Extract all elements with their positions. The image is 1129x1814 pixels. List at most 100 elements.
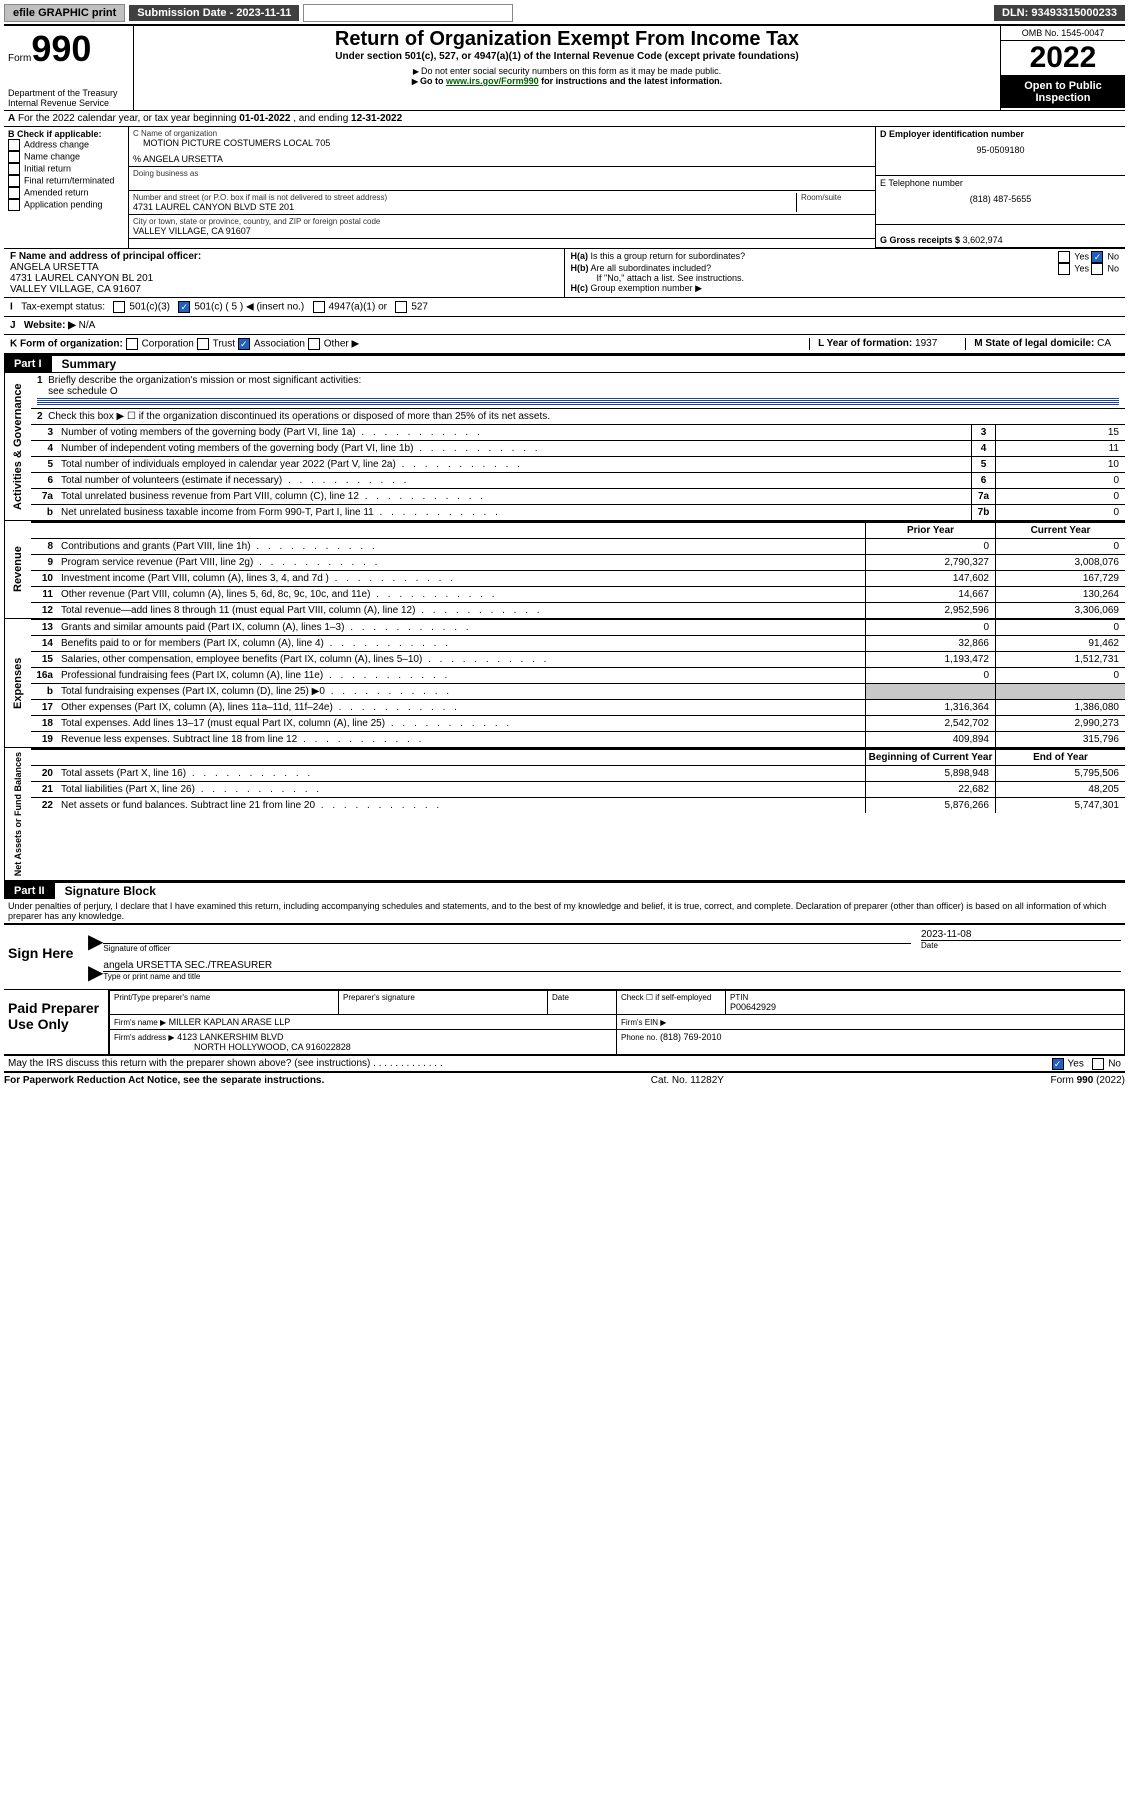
chk-trust[interactable] — [197, 338, 209, 350]
summary-line: 14Benefits paid to or for members (Part … — [31, 635, 1125, 651]
chk-501c3[interactable] — [113, 301, 125, 313]
summary-line: 17Other expenses (Part IX, column (A), l… — [31, 699, 1125, 715]
chk-discuss-yes[interactable] — [1052, 1058, 1064, 1070]
chk-other[interactable] — [308, 338, 320, 350]
summary-line: 12Total revenue—add lines 8 through 11 (… — [31, 602, 1125, 618]
phone: (818) 487-5655 — [880, 194, 1121, 204]
sign-here-block: Sign Here ▶ Signature of officer 2023-11… — [4, 923, 1125, 990]
section-governance: Activities & Governance 1 Briefly descri… — [4, 372, 1125, 520]
sig-arrow-icon: ▶ — [88, 929, 103, 954]
efile-button[interactable]: efile GRAPHIC print — [4, 4, 125, 22]
vlabel-governance: Activities & Governance — [4, 373, 31, 520]
discuss-row: May the IRS discuss this return with the… — [4, 1056, 1125, 1071]
officer-addr2: VALLEY VILLAGE, CA 91607 — [10, 284, 141, 295]
summary-line: 16aProfessional fundraising fees (Part I… — [31, 667, 1125, 683]
summary-line: 19Revenue less expenses. Subtract line 1… — [31, 731, 1125, 747]
chk-initial-return[interactable] — [8, 163, 20, 175]
vlabel-revenue: Revenue — [4, 521, 31, 618]
chk-discuss-no[interactable] — [1092, 1058, 1104, 1070]
row-f-h: F Name and address of principal officer:… — [4, 248, 1125, 297]
row-i: I Tax-exempt status: 501(c)(3) 501(c) ( … — [4, 297, 1125, 316]
officer-name-title: angela URSETTA SEC./TREASURER — [103, 960, 1121, 971]
open-public-badge: Open to Public Inspection — [1001, 76, 1125, 108]
officer-addr1: 4731 LAUREL CANYON BL 201 — [10, 273, 153, 284]
summary-line: bTotal fundraising expenses (Part IX, co… — [31, 683, 1125, 699]
ptin: P00642929 — [730, 1002, 776, 1012]
chk-corp[interactable] — [126, 338, 138, 350]
paid-preparer-block: Paid Preparer Use Only Print/Type prepar… — [4, 990, 1125, 1056]
row-k-l-m: K Form of organization: Corporation Trus… — [4, 334, 1125, 355]
chk-ha-no[interactable] — [1091, 251, 1103, 263]
year-formation: 1937 — [915, 338, 937, 349]
form-title: Return of Organization Exempt From Incom… — [140, 28, 994, 51]
care-of: % ANGELA URSETTA — [133, 154, 871, 164]
summary-line: 8Contributions and grants (Part VIII, li… — [31, 538, 1125, 554]
form-header: Form990 Department of the Treasury Inter… — [4, 24, 1125, 110]
tax-year: 2022 — [1001, 41, 1125, 76]
row-j: J Website: ▶ N/A — [4, 316, 1125, 334]
irs-link[interactable]: www.irs.gov/Form990 — [446, 76, 539, 86]
ein: 95-0509180 — [880, 145, 1121, 155]
submission-date-button[interactable]: Submission Date - 2023-11-11 — [129, 5, 299, 21]
vlabel-netassets: Net Assets or Fund Balances — [4, 748, 31, 880]
website: N/A — [79, 320, 96, 331]
entity-block: B Check if applicable: Address change Na… — [4, 127, 1125, 248]
sig-date: 2023-11-08 — [921, 929, 1121, 940]
chk-address-change[interactable] — [8, 139, 20, 151]
firm-name: MILLER KAPLAN ARASE LLP — [169, 1017, 291, 1027]
firm-phone: (818) 769-2010 — [660, 1032, 722, 1042]
line-a: A For the 2022 calendar year, or tax yea… — [4, 110, 1125, 127]
chk-hb-yes[interactable] — [1058, 263, 1070, 275]
chk-hb-no[interactable] — [1091, 263, 1103, 275]
chk-501c[interactable] — [178, 301, 190, 313]
sig-arrow2-icon: ▶ — [88, 960, 103, 985]
form-word: Form — [8, 53, 31, 64]
summary-line: 5Total number of individuals employed in… — [31, 456, 1125, 472]
summary-line: 4Number of independent voting members of… — [31, 440, 1125, 456]
firm-addr2: NORTH HOLLYWOOD, CA 916022828 — [114, 1042, 351, 1052]
org-street: 4731 LAUREL CANYON BLVD STE 201 — [133, 202, 792, 212]
summary-line: 3Number of voting members of the governi… — [31, 424, 1125, 440]
box-d-col: D Employer identification number 95-0509… — [875, 127, 1125, 248]
chk-4947[interactable] — [313, 301, 325, 313]
chk-amended[interactable] — [8, 187, 20, 199]
firm-addr1: 4123 LANKERSHIM BLVD — [177, 1032, 283, 1042]
part2-header: Part II Signature Block — [4, 882, 1125, 899]
vlabel-expenses: Expenses — [4, 619, 31, 747]
state-domicile: CA — [1097, 338, 1111, 349]
summary-line: 21Total liabilities (Part X, line 26)22,… — [31, 781, 1125, 797]
org-name: MOTION PICTURE COSTUMERS LOCAL 705 — [133, 138, 871, 148]
summary-line: 11Other revenue (Part VIII, column (A), … — [31, 586, 1125, 602]
dln-label: DLN: 93493315000233 — [994, 5, 1125, 21]
hb-note: If "No," attach a list. See instructions… — [571, 273, 1120, 283]
summary-line: 13Grants and similar amounts paid (Part … — [31, 619, 1125, 635]
top-toolbar: efile GRAPHIC print Submission Date - 20… — [4, 4, 1125, 22]
box-c: C Name of organization MOTION PICTURE CO… — [129, 127, 875, 248]
form-note2: Go to www.irs.gov/Form990 for instructio… — [140, 76, 994, 86]
summary-line: 9Program service revenue (Part VIII, lin… — [31, 554, 1125, 570]
form-subtitle: Under section 501(c), 527, or 4947(a)(1)… — [140, 51, 994, 62]
toolbar-input[interactable] — [303, 4, 513, 22]
chk-name-change[interactable] — [8, 151, 20, 163]
summary-line: 22Net assets or fund balances. Subtract … — [31, 797, 1125, 813]
gross-receipts: 3,602,974 — [963, 235, 1003, 245]
chk-527[interactable] — [395, 301, 407, 313]
chk-ha-yes[interactable] — [1058, 251, 1070, 263]
mission-text: see schedule O — [48, 386, 118, 397]
footer: For Paperwork Reduction Act Notice, see … — [4, 1071, 1125, 1088]
summary-line: 10Investment income (Part VIII, column (… — [31, 570, 1125, 586]
chk-assoc[interactable] — [238, 338, 250, 350]
box-b: B Check if applicable: Address change Na… — [4, 127, 129, 248]
summary-line: 7aTotal unrelated business revenue from … — [31, 488, 1125, 504]
summary-line: 18Total expenses. Add lines 13–17 (must … — [31, 715, 1125, 731]
org-city: VALLEY VILLAGE, CA 91607 — [133, 226, 871, 236]
section-expenses: Expenses 13Grants and similar amounts pa… — [4, 618, 1125, 747]
officer-name: ANGELA URSETTA — [10, 262, 99, 273]
form-note1: Do not enter social security numbers on … — [140, 66, 994, 76]
chk-final-return[interactable] — [8, 175, 20, 187]
omb-number: OMB No. 1545-0047 — [1001, 26, 1125, 41]
summary-line: bNet unrelated business taxable income f… — [31, 504, 1125, 520]
chk-app-pending[interactable] — [8, 199, 20, 211]
form-number: 990 — [31, 28, 91, 69]
part1-header: Part I Summary — [4, 355, 1125, 372]
